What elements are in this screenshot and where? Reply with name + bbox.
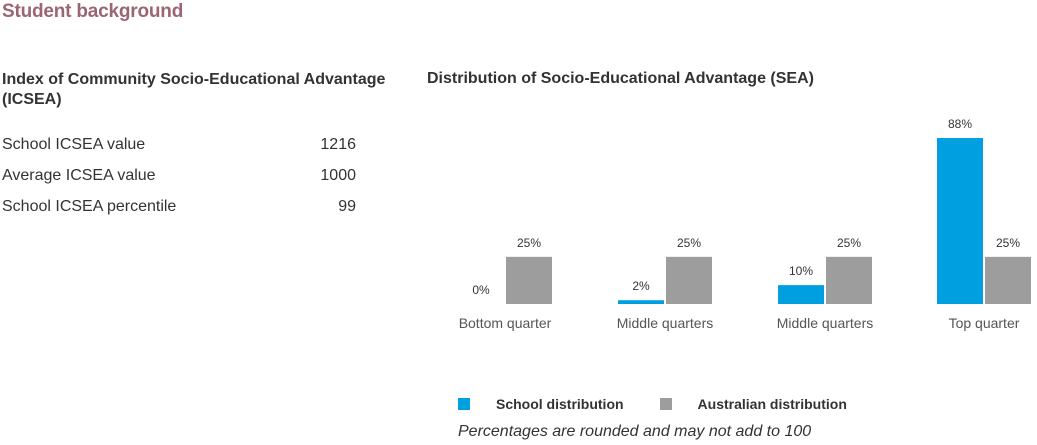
category-label-0: Bottom quarter <box>459 315 552 331</box>
legend-swatch-australian <box>659 398 672 410</box>
sea-chart-heading: Distribution of Socio-Educational Advant… <box>427 70 814 87</box>
bar-australian-0 <box>506 256 552 304</box>
icsea-row-percentile: School ICSEA percentile 99 <box>2 196 356 227</box>
bar-school-2 <box>778 285 824 304</box>
bar-australian-2 <box>826 256 872 304</box>
data-label-school-2: 10% <box>789 264 813 278</box>
footnote: Percentages are rounded and may not add … <box>458 423 812 440</box>
icsea-heading: Index of Community Socio-Educational Adv… <box>2 71 386 108</box>
icsea-row-average-value: Average ICSEA value 1000 <box>2 165 356 196</box>
category-label-3: Top quarter <box>949 315 1020 331</box>
icsea-row-school-value: School ICSEA value 1216 <box>2 134 356 165</box>
bar-school-3 <box>937 138 983 304</box>
bar-school-1 <box>618 300 664 304</box>
legend-item-australian: Australian distribution <box>659 396 847 412</box>
icsea-row-label: School ICSEA value <box>2 136 146 153</box>
bar-australian-3 <box>985 256 1031 304</box>
data-label-school-3: 88% <box>948 117 972 131</box>
data-label-australian-2: 25% <box>837 236 861 250</box>
legend-label-australian: Australian distribution <box>697 396 847 412</box>
legend-swatch-school <box>458 398 470 410</box>
data-label-australian-3: 25% <box>996 236 1020 250</box>
icsea-row-value: 1216 <box>320 136 356 153</box>
icsea-row-label: Average ICSEA value <box>2 167 156 184</box>
icsea-row-label: School ICSEA percentile <box>2 198 177 215</box>
section-title: Student background <box>2 1 184 22</box>
category-label-1: Middle quarters <box>617 315 714 331</box>
chart-legend: School distribution Australian distribut… <box>458 396 847 412</box>
icsea-row-value: 1000 <box>320 167 356 184</box>
data-label-australian-0: 25% <box>517 236 541 250</box>
icsea-row-value: 99 <box>338 198 356 215</box>
bar-australian-1 <box>666 256 712 304</box>
legend-label-school: School distribution <box>496 396 624 412</box>
data-label-school-0: 0% <box>472 283 490 297</box>
data-label-australian-1: 25% <box>677 236 701 250</box>
category-label-2: Middle quarters <box>777 315 874 331</box>
data-label-school-1: 2% <box>632 279 650 293</box>
icsea-table: School ICSEA value 1216 Average ICSEA va… <box>2 134 356 227</box>
legend-item-school: School distribution <box>458 396 624 412</box>
